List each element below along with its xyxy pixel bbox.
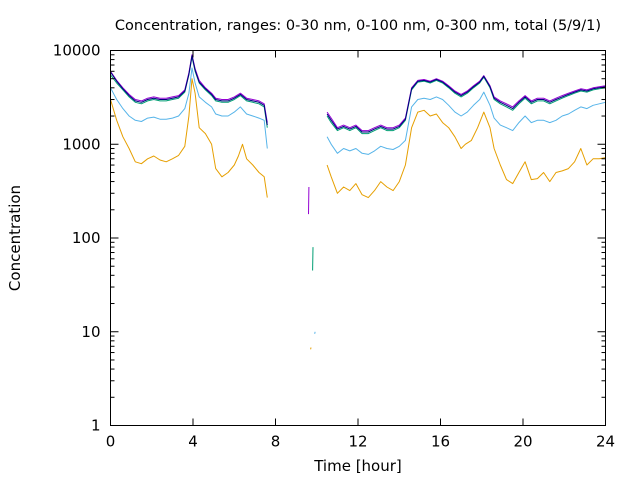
series-0-segment-0 xyxy=(110,78,268,198)
series-layer xyxy=(110,54,606,350)
y-tick-label: 1000 xyxy=(62,135,100,153)
series-2-segment-2 xyxy=(326,76,606,135)
y-tick-label: 10000 xyxy=(53,42,101,60)
series-4-segment-1 xyxy=(326,75,606,133)
chart-title: Concentration, ranges: 0-30 nm, 0-100 nm… xyxy=(115,18,601,34)
x-tick-label: 8 xyxy=(271,433,281,451)
plot-frame xyxy=(110,50,606,426)
x-tick-label: 16 xyxy=(431,433,450,451)
y-axis-title: Concentration xyxy=(6,185,24,291)
x-tick-label: 0 xyxy=(106,433,116,451)
series-3-segment-2 xyxy=(326,75,606,132)
x-tick-label: 24 xyxy=(596,433,615,451)
series-1-segment-0 xyxy=(110,67,268,149)
series-4-segment-0 xyxy=(110,55,268,126)
y-axis-ticks: 1 10 100 1000 10000 xyxy=(53,42,606,435)
series-0-segment-2 xyxy=(326,109,606,199)
x-tick-label: 4 xyxy=(188,433,198,451)
x-axis-ticks: 0 4 8 12 16 20 24 xyxy=(106,50,615,451)
y-tick-label: 10 xyxy=(81,323,100,341)
x-axis-title: Time [hour] xyxy=(313,457,402,475)
y-tick-label: 1 xyxy=(91,417,101,435)
x-tick-label: 20 xyxy=(513,433,532,451)
series-1-segment-2 xyxy=(326,91,606,155)
y-tick-label: 100 xyxy=(72,229,101,247)
series-3-segment-0 xyxy=(110,54,268,123)
x-tick-label: 12 xyxy=(348,433,367,451)
